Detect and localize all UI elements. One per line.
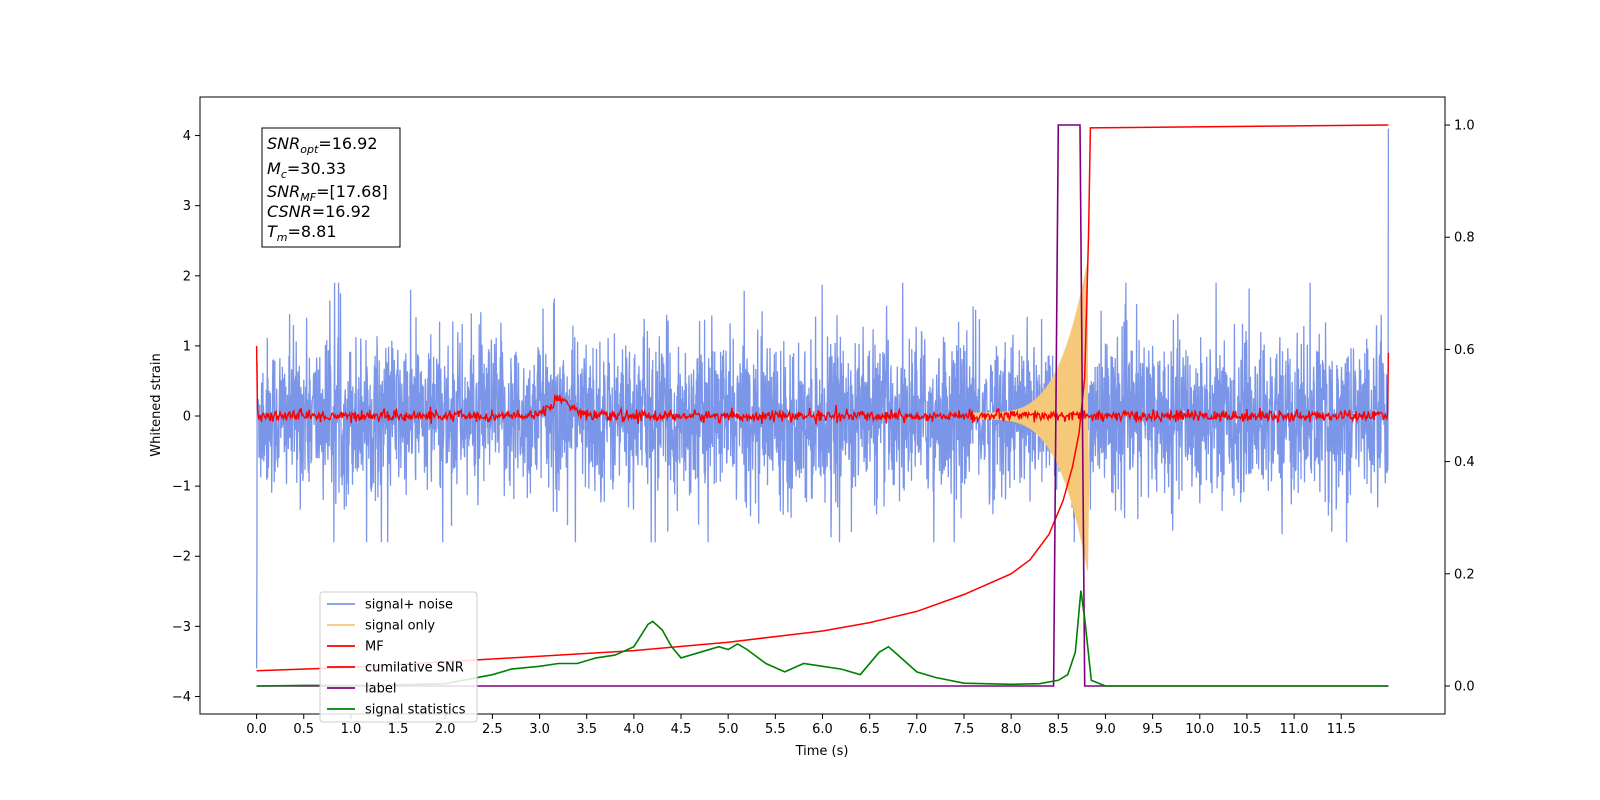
legend-box <box>319 591 478 723</box>
x-tick-label: 10.5 <box>1232 722 1261 737</box>
series-mf <box>255 345 1390 425</box>
y2-tick-label: 0.2 <box>1454 567 1475 582</box>
series-signal-noise <box>255 128 1390 669</box>
x-tick-label: 1.0 <box>341 722 362 737</box>
legend-label-signal-only: signal only <box>365 619 435 634</box>
y-tick-label: −1 <box>172 480 191 495</box>
y-axis-right: 1.0 0.8 0.6 0.4 0.2 0.0 <box>1445 119 1475 694</box>
series-signal-statistics <box>256 590 1389 687</box>
y-axis-label: Whitened strain <box>149 353 164 456</box>
legend: signal+ noise signal only MF cumilative SNR… <box>319 591 478 723</box>
x-tick-label: 2.0 <box>435 722 456 737</box>
y2-tick-label: 1.0 <box>1454 119 1475 134</box>
plot-traces <box>255 124 1390 687</box>
y2-tick-label: 0.0 <box>1454 679 1475 694</box>
legend-label-signal-noise: signal+ noise <box>365 598 453 613</box>
x-tick-label: 3.5 <box>576 722 597 737</box>
y-tick-label: −4 <box>172 690 191 705</box>
series-cumulative-snr <box>256 124 1389 672</box>
y-tick-label: −2 <box>172 550 191 565</box>
y-tick-label: 0 <box>183 410 191 425</box>
annotation-box: SNRopt=16.92 Mc=30.33 SNRMF=[17.68] CSNR… <box>261 127 401 248</box>
x-tick-label: 11.5 <box>1327 722 1356 737</box>
x-tick-label: 6.5 <box>859 722 880 737</box>
x-tick-label: 1.5 <box>388 722 409 737</box>
x-tick-label: 9.0 <box>1095 722 1116 737</box>
x-axis-label: Time (s) <box>795 744 849 759</box>
legend-label-label: label <box>365 682 396 697</box>
x-tick-label: 9.5 <box>1142 722 1163 737</box>
x-tick-label: 0.5 <box>293 722 314 737</box>
y-tick-label: 3 <box>183 199 191 214</box>
y-axis-left: 4 3 2 1 0 −1 −2 −3 −4 <box>172 129 200 705</box>
annotation-mc: Mc=30.33 <box>267 159 346 181</box>
x-tick-label: 7.5 <box>954 722 975 737</box>
x-tick-label: 3.0 <box>529 722 550 737</box>
annotation-snr-opt: SNRopt=16.92 <box>267 134 378 156</box>
y-tick-label: 2 <box>183 269 191 284</box>
x-tick-label: 11.0 <box>1280 722 1309 737</box>
x-tick-label: 8.0 <box>1001 722 1022 737</box>
y2-tick-label: 0.8 <box>1454 231 1475 246</box>
annotation-csnr: CSNR=16.92 <box>267 202 371 221</box>
y2-tick-label: 0.4 <box>1454 455 1475 470</box>
y-tick-label: 4 <box>183 129 191 144</box>
annotation-tm: Tm=8.81 <box>267 222 337 244</box>
x-tick-label: 5.0 <box>718 722 739 737</box>
y-tick-label: 1 <box>183 339 191 354</box>
x-axis: 0.0 0.5 1.0 1.5 2.0 2.5 3.0 3.5 4.0 4.5 5.0 5.5 6.0 6… <box>246 714 1356 737</box>
x-tick-label: 6.0 <box>812 722 833 737</box>
x-tick-label: 5.5 <box>765 722 786 737</box>
x-tick-label: 0.0 <box>246 722 267 737</box>
x-tick-label: 7.0 <box>906 722 927 737</box>
x-tick-label: 4.0 <box>624 722 645 737</box>
legend-label-signal-statistics: signal statistics <box>365 703 466 718</box>
legend-label-mf: MF <box>365 640 384 655</box>
y2-tick-label: 0.6 <box>1454 343 1475 358</box>
y-tick-label: −3 <box>172 620 191 635</box>
x-tick-label: 10.0 <box>1185 722 1214 737</box>
x-tick-label: 4.5 <box>671 722 692 737</box>
annotation-snr-mf: SNRMF=[17.68] <box>267 182 388 204</box>
x-tick-label: 2.5 <box>482 722 503 737</box>
x-tick-label: 8.5 <box>1048 722 1069 737</box>
legend-label-cumulative-snr: cumilative SNR <box>365 661 464 676</box>
